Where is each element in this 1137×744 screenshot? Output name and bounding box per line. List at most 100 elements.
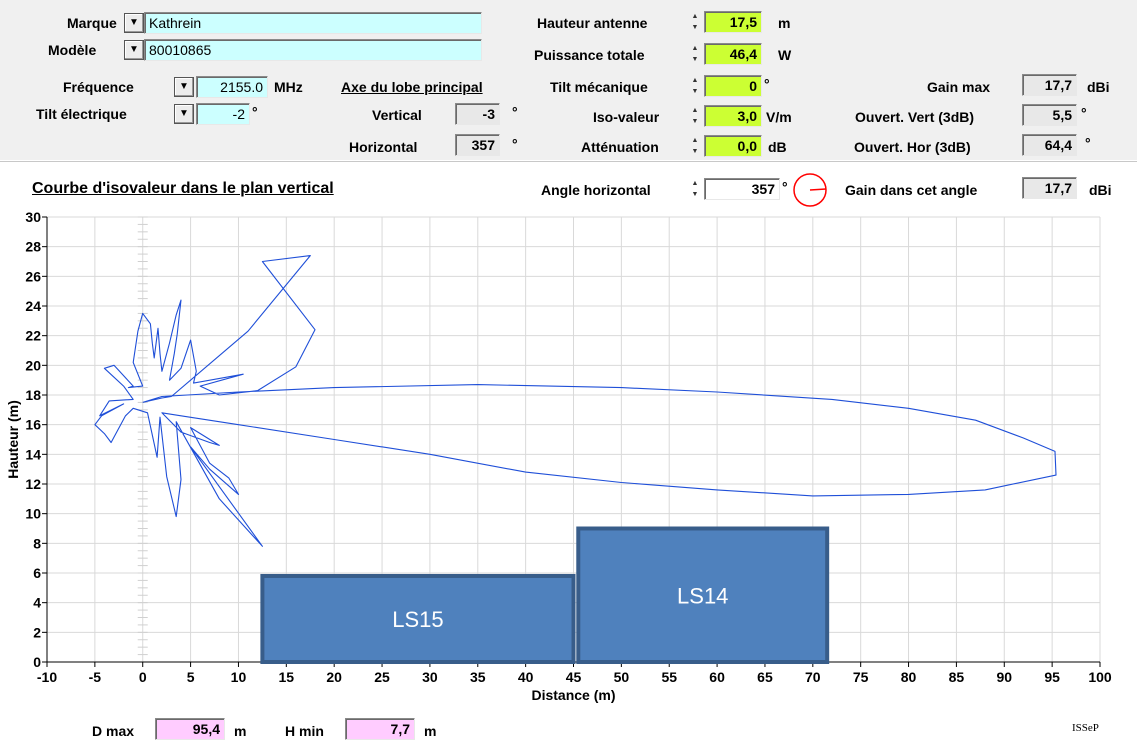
spin-up-icon[interactable]: ▲ xyxy=(691,180,699,187)
tilt-mecanique-label: Tilt mécanique xyxy=(550,79,648,95)
ouverture-vert-unit: ° xyxy=(1081,105,1087,121)
iso-valeur-label: Iso-valeur xyxy=(593,109,660,125)
y-tick-label: 26 xyxy=(25,268,41,284)
frequence-unit: MHz xyxy=(274,79,303,95)
spin-down-icon[interactable]: ▼ xyxy=(691,24,699,31)
y-tick-label: 6 xyxy=(33,565,41,581)
y-tick-label: 22 xyxy=(25,328,41,344)
x-tick-label: 0 xyxy=(139,669,147,685)
x-tick-label: 10 xyxy=(231,669,247,685)
spin-up-icon[interactable]: ▲ xyxy=(691,13,699,20)
y-tick-label: 0 xyxy=(33,654,41,670)
gain-max-field: 17,7 xyxy=(1022,74,1077,96)
marque-dropdown-button[interactable]: ▼ xyxy=(124,13,144,33)
attenuation-field[interactable]: 0,0 xyxy=(704,135,762,157)
spin-down-icon[interactable]: ▼ xyxy=(691,88,699,95)
x-axis-label: Distance (m) xyxy=(531,687,615,703)
vertical-unit: ° xyxy=(512,104,518,120)
y-tick-label: 18 xyxy=(25,387,41,403)
iso-valeur-field[interactable]: 3,0 xyxy=(704,105,762,127)
ouverture-vert-label: Ouvert. Vert (3dB) xyxy=(855,109,975,125)
building-ls15 xyxy=(260,573,576,665)
attenuation-spinner[interactable]: ▲ ▼ xyxy=(690,135,700,157)
spin-up-icon[interactable]: ▲ xyxy=(691,45,699,52)
vertical-label: Vertical xyxy=(372,107,422,123)
frequence-dropdown-button[interactable]: ▼ xyxy=(174,77,194,97)
building-label: LS14 xyxy=(677,583,728,608)
dmax-unit: m xyxy=(234,723,247,739)
iso-valeur-spinner[interactable]: ▲ ▼ xyxy=(690,105,700,127)
tilt-mecanique-spinner[interactable]: ▲ ▼ xyxy=(690,75,700,97)
x-tick-label: 5 xyxy=(187,669,195,685)
modele-label: Modèle xyxy=(48,42,97,58)
spin-up-icon[interactable]: ▲ xyxy=(691,77,699,84)
angle-horizontal-spinner[interactable]: ▲ ▼ xyxy=(690,178,700,200)
gain-max-unit: dBi xyxy=(1087,79,1110,95)
isovalue-chart: -10 -5 0 5 10 15 20 25 30 35 40 45 50 55 60 65 70 75 80 85 9… xyxy=(5,209,1112,703)
spin-down-icon[interactable]: ▼ xyxy=(691,118,699,125)
spin-down-icon[interactable]: ▼ xyxy=(691,148,699,155)
y-tick-label: 2 xyxy=(33,624,41,640)
chart-buildings: LS15 LS14 xyxy=(260,526,830,665)
compass-icon[interactable] xyxy=(792,172,828,208)
y-tick-label: 20 xyxy=(25,357,41,373)
y-tick-label: 8 xyxy=(33,535,41,551)
x-tick-label: 60 xyxy=(709,669,725,685)
hauteur-antenne-unit: m xyxy=(778,15,791,31)
spin-down-icon[interactable]: ▼ xyxy=(691,56,699,63)
x-tick-label: 50 xyxy=(614,669,630,685)
x-tick-label: 65 xyxy=(757,669,773,685)
angle-horizontal-label: Angle horizontal xyxy=(541,182,651,198)
ouverture-hor-field: 64,4 xyxy=(1022,134,1077,156)
spin-up-icon[interactable]: ▲ xyxy=(691,107,699,114)
x-tick-label: 15 xyxy=(279,669,295,685)
iso-valeur-unit: V/m xyxy=(766,109,792,125)
hauteur-antenne-label: Hauteur antenne xyxy=(537,15,648,31)
x-tick-label: 30 xyxy=(422,669,438,685)
dropdown-arrow-icon: ▼ xyxy=(129,17,139,28)
marque-label: Marque xyxy=(67,15,117,31)
puissance-totale-label: Puissance totale xyxy=(534,47,645,63)
hmin-label: H min xyxy=(285,723,324,739)
tilt-electrique-field[interactable]: -2 xyxy=(196,103,250,125)
dmax-field: 95,4 xyxy=(155,718,225,740)
building-label: LS15 xyxy=(392,607,443,632)
separator xyxy=(0,160,1137,162)
x-tick-label: 70 xyxy=(805,669,821,685)
x-tick-label: 45 xyxy=(566,669,582,685)
tilt-mecanique-field[interactable]: 0 xyxy=(704,75,762,97)
frequence-label: Fréquence xyxy=(63,79,134,95)
x-tick-label: 90 xyxy=(996,669,1012,685)
puissance-spinner[interactable]: ▲ ▼ xyxy=(690,43,700,65)
gain-max-label: Gain max xyxy=(927,79,991,95)
spin-up-icon[interactable]: ▲ xyxy=(691,137,699,144)
dropdown-arrow-icon: ▼ xyxy=(179,81,189,92)
ouverture-hor-unit: ° xyxy=(1085,135,1091,151)
chart-axis-labels: Distance (m) Hauteur (m) xyxy=(5,400,616,703)
hauteur-antenne-field[interactable]: 17,5 xyxy=(704,11,762,33)
angle-horizontal-field[interactable]: 357 xyxy=(704,178,780,200)
tilt-electrique-dropdown-button[interactable]: ▼ xyxy=(174,104,194,124)
spin-down-icon[interactable]: ▼ xyxy=(691,191,699,198)
gain-angle-label: Gain dans cet angle xyxy=(845,182,978,198)
dropdown-arrow-icon: ▼ xyxy=(129,44,139,55)
x-tick-label: 85 xyxy=(949,669,965,685)
brand-label: ISSeP xyxy=(1072,722,1099,734)
y-tick-label: 28 xyxy=(25,239,41,255)
dropdown-arrow-icon: ▼ xyxy=(179,108,189,119)
gain-angle-unit: dBi xyxy=(1089,182,1112,198)
modele-dropdown-button[interactable]: ▼ xyxy=(124,40,144,60)
ouverture-hor-label: Ouvert. Hor (3dB) xyxy=(854,139,971,155)
hauteur-spinner[interactable]: ▲ ▼ xyxy=(690,11,700,33)
gain-angle-field: 17,7 xyxy=(1022,177,1077,199)
tilt-electrique-label: Tilt électrique xyxy=(36,106,127,122)
plot-title: Courbe d'isovaleur dans le plan vertical xyxy=(32,180,334,197)
tilt-mecanique-unit: ° xyxy=(764,76,770,92)
attenuation-unit: dB xyxy=(768,139,787,155)
frequence-field[interactable]: 2155.0 xyxy=(196,76,268,98)
marque-field[interactable]: Kathrein xyxy=(144,12,482,34)
dmax-label: D max xyxy=(92,723,135,739)
puissance-totale-field[interactable]: 46,4 xyxy=(704,43,762,65)
modele-field[interactable]: 80010865 xyxy=(144,39,482,61)
ouverture-vert-field: 5,5 xyxy=(1022,104,1077,126)
